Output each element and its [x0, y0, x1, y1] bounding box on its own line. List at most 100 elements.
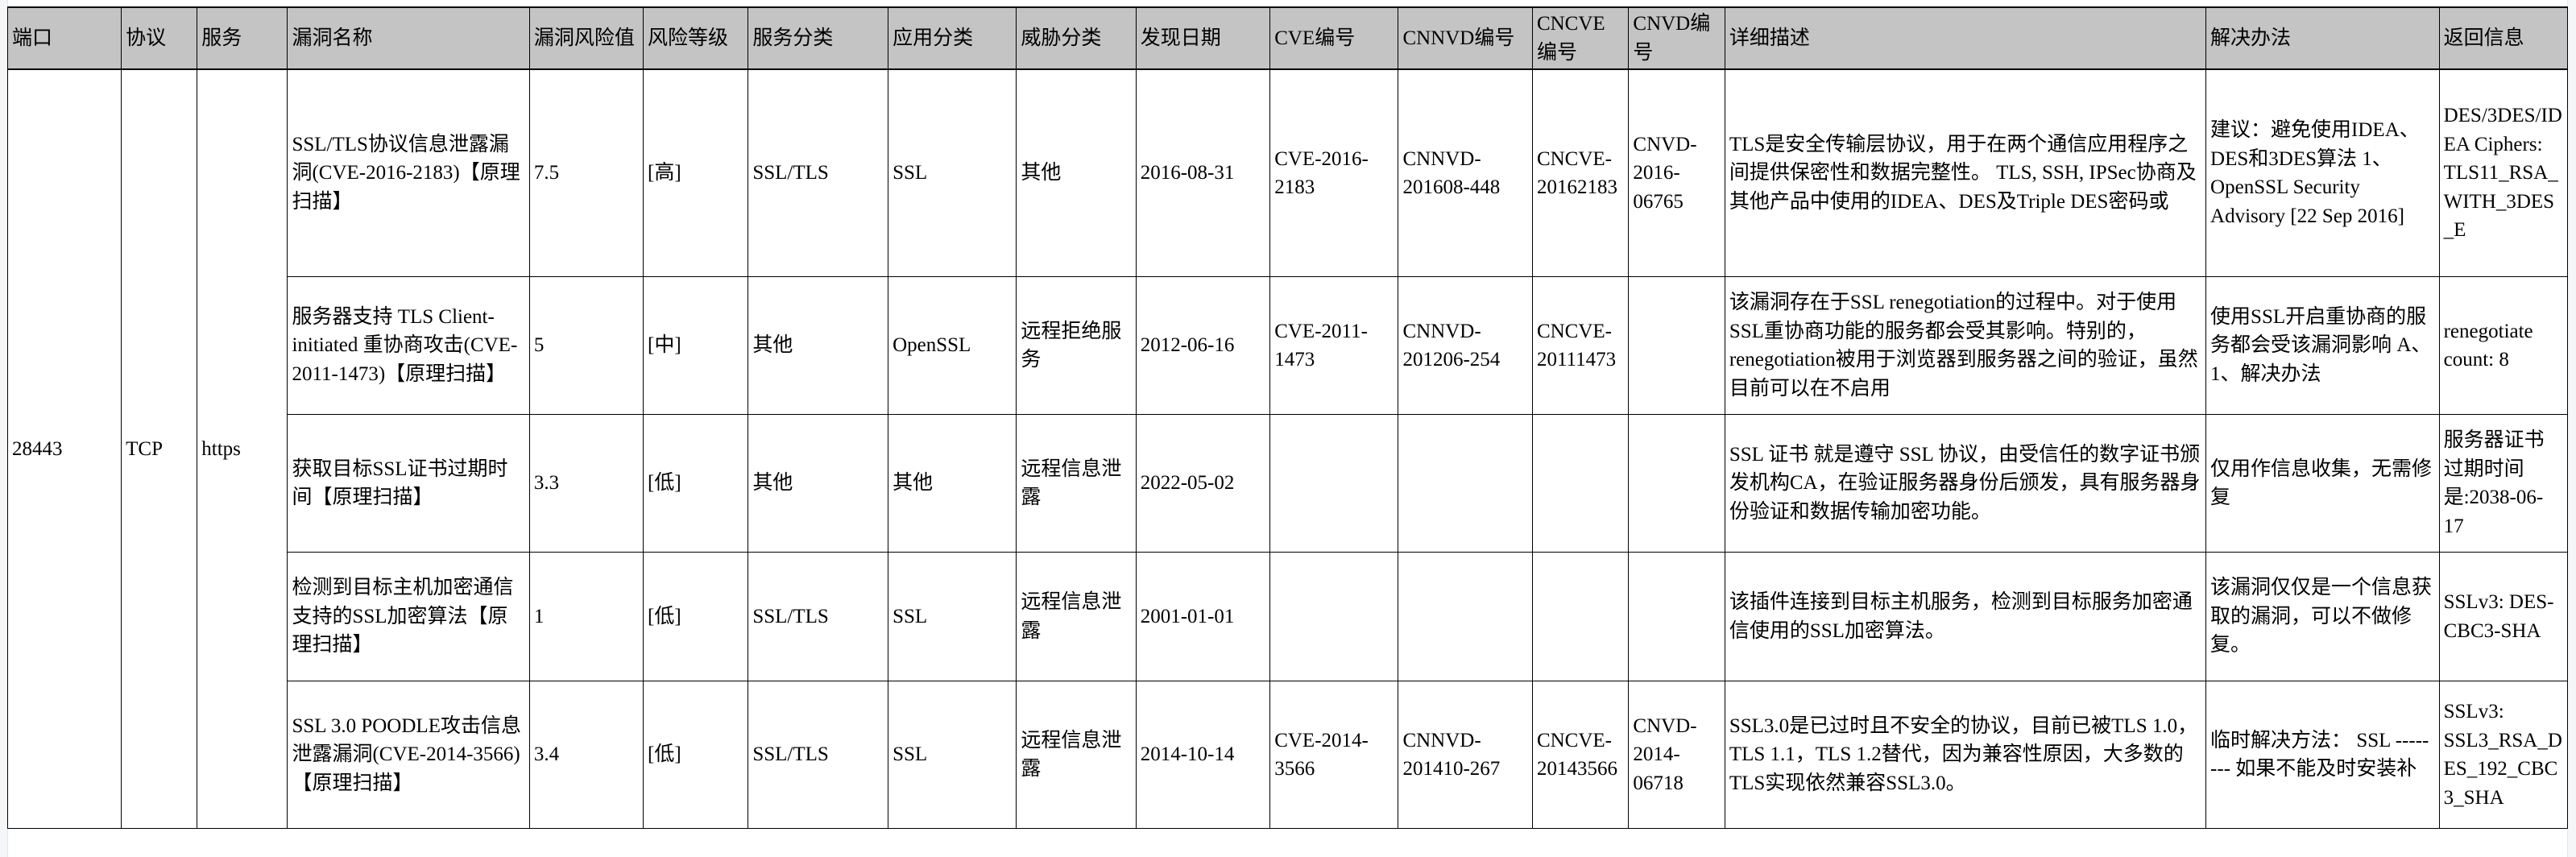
cell-cncve: CNCVE-20143566 [1531, 681, 1630, 829]
col-header-appcat[interactable]: 应用分类 [888, 6, 1017, 70]
cell-date: 2001-01-01 [1135, 552, 1271, 681]
cell-vuln-name: SSL/TLS协议信息泄露漏洞(CVE-2016-2183)【原理扫描】 [287, 68, 530, 277]
vulnerability-table-wrapper: 端口 协议 服务 漏洞名称 漏洞风险值 风险等级 服务分类 应用分类 威胁分类 … [6, 6, 2569, 829]
cell-cncve [1531, 414, 1630, 553]
cell-cnnvd [1398, 414, 1533, 553]
cell-cve: CVE-2014-3566 [1269, 681, 1399, 829]
cell-date: 2022-05-02 [1135, 414, 1271, 553]
cell-cncve: CNCVE-20111473 [1531, 276, 1630, 415]
col-header-date[interactable]: 发现日期 [1135, 6, 1271, 70]
cell-svccat: 其他 [748, 414, 889, 553]
col-header-threat[interactable]: 威胁分类 [1016, 6, 1137, 70]
cell-score: 3.4 [528, 681, 644, 829]
cell-date: 2012-06-16 [1135, 276, 1271, 415]
cell-proto: TCP [121, 68, 198, 829]
vulnerability-table: 端口 协议 服务 漏洞名称 漏洞风险值 风险等级 服务分类 应用分类 威胁分类 … [6, 6, 2569, 829]
cell-appcat: 其他 [888, 414, 1017, 553]
cell-service: https [197, 68, 288, 829]
cell-solution: 建议：避免使用IDEA、DES和3DES算法 1、OpenSSL Securit… [2205, 68, 2440, 277]
cell-level: [低] [643, 414, 749, 553]
table-row[interactable]: 获取目标SSL证书过期时间【原理扫描】 3.3 [低] 其他 其他 远程信息泄露… [8, 414, 2569, 553]
col-header-score[interactable]: 漏洞风险值 [528, 6, 644, 70]
col-header-ret[interactable]: 返回信息 [2438, 6, 2569, 70]
col-header-cve[interactable]: CVE编号 [1269, 6, 1399, 70]
desc-paragraph: 该漏洞存在于SSL renegotiation的过程中。对于使用SSL重协商功能… [1729, 292, 2198, 400]
cell-solution: 仅用作信息收集，无需修复 [2205, 414, 2440, 553]
cell-cnnvd: CNNVD-201608-448 [1398, 68, 1533, 277]
col-header-svccat[interactable]: 服务分类 [748, 6, 889, 70]
cell-cnvd: CNVD-2014-06718 [1628, 681, 1725, 829]
solution-paragraph: SSL [2356, 729, 2391, 751]
col-header-name[interactable]: 漏洞名称 [287, 6, 530, 70]
cell-cnnvd [1398, 552, 1533, 681]
desc-paragraph: SSL 证书 就是遵守 SSL 协议，由受信任的数字证书颁发机构CA，在验证服务… [1729, 443, 2201, 523]
col-header-level[interactable]: 风险等级 [643, 6, 749, 70]
cell-description: SSL3.0是已过时且不安全的协议，目前已被TLS 1.0，TLS 1.1，TL… [1724, 681, 2207, 829]
cell-level: [中] [643, 276, 749, 415]
solution-paragraph: A、1、解决办法 [2210, 334, 2432, 385]
cell-cnnvd: CNNVD-201410-267 [1398, 681, 1533, 829]
cell-level: [低] [643, 681, 749, 829]
table-row[interactable]: 28443 TCP https SSL/TLS协议信息泄露漏洞(CVE-2016… [6, 68, 2569, 829]
col-header-desc[interactable]: 详细描述 [1724, 6, 2207, 70]
col-header-cnvd[interactable]: CNVD编号 [1628, 6, 1725, 70]
cell-return-info: 服务器证书过期时间是:2038-06-17 [2438, 414, 2569, 553]
cell-return-info: DES/3DES/IDEA Ciphers: TLS11_RSA_WITH_3D… [2438, 68, 2569, 277]
col-header-cnnvd[interactable]: CNNVD编号 [1398, 6, 1533, 70]
cell-vuln-name: 获取目标SSL证书过期时间【原理扫描】 [287, 414, 530, 553]
solution-paragraph: -------- [2210, 729, 2429, 780]
col-header-sol[interactable]: 解决办法 [2205, 6, 2440, 70]
desc-paragraph: TLS, SSH, IPSec协商及其他产品中使用的IDEA、DES及Tripl… [1729, 162, 2197, 213]
cell-return-info: SSLv3: SSL3_RSA_DES_192_CBC3_SHA [2438, 681, 2569, 829]
right-gutter [2567, 0, 2576, 857]
table-row[interactable]: 检测到目标主机加密通信支持的SSL加密算法【原理扫描】 1 [低] SSL/TL… [8, 552, 2569, 681]
cell-svccat: SSL/TLS [748, 68, 889, 277]
header-row: 端口 协议 服务 漏洞名称 漏洞风险值 风险等级 服务分类 应用分类 威胁分类 … [6, 6, 2569, 70]
cell-threat: 远程信息泄露 [1016, 681, 1137, 829]
cell-cnvd: CNVD-2016-06765 [1628, 68, 1725, 277]
cell-date: 2016-08-31 [1135, 68, 1271, 277]
cell-return-info: renegotiate count: 8 [2438, 276, 2569, 415]
cell-svccat: SSL/TLS [748, 681, 889, 829]
cell-threat: 远程信息泄露 [1016, 552, 1137, 681]
cell-date: 2014-10-14 [1135, 681, 1271, 829]
desc-paragraph: TLS是安全传输层协议，用于在两个通信应用程序之间提供保密性和数据完整性。 [1729, 133, 2189, 184]
cell-appcat: SSL [888, 68, 1017, 277]
solution-paragraph: 临时解决方法： [2210, 729, 2352, 751]
cell-port: 28443 [6, 68, 122, 829]
cell-threat: 其他 [1016, 68, 1137, 277]
col-header-port[interactable]: 端口 [6, 6, 122, 70]
cell-cve: CVE-2016-2183 [1269, 68, 1399, 277]
desc-paragraph: SSL3.0是已过时且不安全的协议，目前已被TLS 1.0，TLS 1.1，TL… [1729, 714, 2198, 794]
table-row[interactable]: 服务器支持 TLS Client-initiated 重协商攻击(CVE-201… [8, 276, 2569, 415]
col-header-service[interactable]: 服务 [197, 6, 288, 70]
cell-cncve [1531, 552, 1630, 681]
cell-cve [1269, 552, 1399, 681]
col-header-cncve[interactable]: CNCVE编号 [1531, 6, 1630, 70]
cell-solution: 该漏洞仅仅是一个信息获取的漏洞，可以不做修复。 [2205, 552, 2440, 681]
cell-svccat: SSL/TLS [748, 552, 889, 681]
cell-threat: 远程信息泄露 [1016, 414, 1137, 553]
cell-cve: CVE-2011-1473 [1269, 276, 1399, 415]
cell-cnvd [1628, 552, 1725, 681]
table-row[interactable]: SSL 3.0 POODLE攻击信息泄露漏洞(CVE-2014-3566)【原理… [8, 681, 2569, 829]
cell-vuln-name: 服务器支持 TLS Client-initiated 重协商攻击(CVE-201… [287, 276, 530, 415]
col-header-proto[interactable]: 协议 [121, 6, 198, 70]
cell-appcat: OpenSSL [888, 276, 1017, 415]
cell-score: 3.3 [528, 414, 644, 553]
cell-svccat: 其他 [748, 276, 889, 415]
table-body: 28443 TCP https SSL/TLS协议信息泄露漏洞(CVE-2016… [6, 68, 2569, 829]
solution-paragraph: 建议：避免使用IDEA、DES和3DES算法 [2210, 119, 2420, 170]
cell-threat: 远程拒绝服务 [1016, 276, 1137, 415]
cell-description: TLS是安全传输层协议，用于在两个通信应用程序之间提供保密性和数据完整性。 TL… [1724, 68, 2207, 277]
cell-score: 1 [528, 552, 644, 681]
cell-score: 7.5 [528, 68, 644, 277]
solution-paragraph: 如果不能及时安装补 [2235, 758, 2417, 780]
cell-cve [1269, 414, 1399, 553]
cell-description: 该插件连接到目标主机服务，检测到目标服务加密通信使用的SSL加密算法。 [1724, 552, 2207, 681]
cell-return-info: SSLv3: DES-CBC3-SHA [2438, 552, 2569, 681]
cell-cnnvd: CNNVD-201206-254 [1398, 276, 1533, 415]
cell-cnvd [1628, 414, 1725, 553]
cell-description: SSL 证书 就是遵守 SSL 协议，由受信任的数字证书颁发机构CA，在验证服务… [1724, 414, 2207, 553]
